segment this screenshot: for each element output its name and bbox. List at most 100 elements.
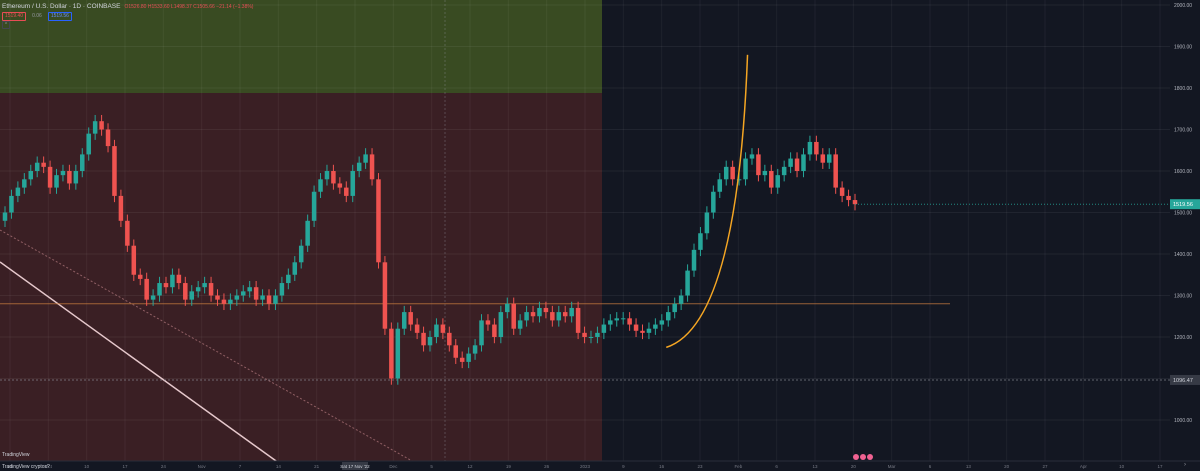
chevron-up-icon[interactable]: ^ bbox=[2, 21, 10, 29]
candle[interactable] bbox=[228, 299, 233, 304]
candle[interactable] bbox=[807, 141, 813, 155]
candle[interactable] bbox=[646, 328, 652, 333]
candle[interactable] bbox=[530, 312, 536, 317]
symbol-title[interactable]: Ethereum / U.S. Dollar · 1D · COINBASE bbox=[2, 3, 121, 10]
candle[interactable] bbox=[678, 295, 684, 304]
candle[interactable] bbox=[427, 337, 433, 346]
candle[interactable] bbox=[183, 283, 188, 300]
event-dot-icon[interactable] bbox=[867, 454, 873, 460]
candle[interactable] bbox=[266, 295, 272, 304]
candle[interactable] bbox=[279, 283, 285, 296]
candle[interactable] bbox=[814, 141, 819, 155]
candle[interactable] bbox=[723, 166, 729, 180]
candle[interactable] bbox=[537, 307, 542, 317]
candle[interactable] bbox=[769, 171, 774, 188]
candle[interactable] bbox=[569, 307, 574, 317]
candle[interactable] bbox=[666, 312, 671, 321]
candle[interactable] bbox=[369, 154, 375, 180]
trend-line[interactable] bbox=[0, 261, 291, 471]
candle[interactable] bbox=[189, 291, 194, 300]
candle[interactable] bbox=[202, 283, 207, 288]
candle[interactable] bbox=[414, 324, 420, 333]
sell-button[interactable]: 1519.40 bbox=[2, 12, 27, 21]
candle[interactable] bbox=[672, 303, 677, 313]
candle[interactable] bbox=[150, 295, 156, 300]
candle[interactable] bbox=[846, 195, 851, 201]
candle[interactable] bbox=[292, 262, 298, 275]
candle[interactable] bbox=[389, 328, 394, 379]
candle[interactable] bbox=[112, 146, 117, 196]
event-dot-icon[interactable] bbox=[860, 454, 866, 460]
candle[interactable] bbox=[99, 121, 104, 130]
candle[interactable] bbox=[73, 171, 79, 184]
candle[interactable] bbox=[9, 195, 14, 213]
candle[interactable] bbox=[453, 345, 459, 358]
candle[interactable] bbox=[170, 274, 175, 288]
candle[interactable] bbox=[614, 318, 619, 321]
candle[interactable] bbox=[756, 154, 761, 176]
candle[interactable] bbox=[60, 171, 66, 176]
candle[interactable] bbox=[479, 320, 484, 346]
candle[interactable] bbox=[273, 295, 278, 304]
candle[interactable] bbox=[195, 287, 201, 292]
candle[interactable] bbox=[15, 187, 21, 196]
candle[interactable] bbox=[524, 312, 529, 321]
candle[interactable] bbox=[653, 324, 658, 329]
tradingview-logo-text[interactable]: TradingView bbox=[2, 452, 30, 458]
candle[interactable] bbox=[852, 200, 858, 205]
candle[interactable] bbox=[324, 171, 330, 180]
candle[interactable] bbox=[221, 299, 227, 304]
candle[interactable] bbox=[86, 133, 91, 155]
candle[interactable] bbox=[376, 179, 381, 263]
candle[interactable] bbox=[459, 357, 465, 362]
candle[interactable] bbox=[633, 324, 639, 331]
candle[interactable] bbox=[350, 171, 355, 196]
candle[interactable] bbox=[717, 179, 723, 192]
candle[interactable] bbox=[286, 274, 291, 284]
candle[interactable] bbox=[234, 295, 240, 300]
candle[interactable] bbox=[363, 154, 368, 163]
candle[interactable] bbox=[311, 191, 317, 221]
candle[interactable] bbox=[176, 274, 182, 284]
candle[interactable] bbox=[562, 312, 568, 317]
candle[interactable] bbox=[447, 332, 452, 346]
candle[interactable] bbox=[826, 154, 832, 163]
candle[interactable] bbox=[498, 312, 504, 337]
parabolic-curve[interactable] bbox=[666, 54, 749, 349]
time-axis[interactable] bbox=[0, 461, 1200, 471]
candle[interactable] bbox=[215, 295, 220, 300]
candle[interactable] bbox=[833, 154, 838, 188]
candle[interactable] bbox=[801, 154, 806, 171]
candle[interactable] bbox=[550, 312, 555, 321]
candle[interactable] bbox=[492, 324, 497, 337]
candle[interactable] bbox=[41, 162, 46, 167]
candle[interactable] bbox=[698, 233, 703, 250]
candle[interactable] bbox=[472, 345, 478, 354]
candle[interactable] bbox=[640, 330, 645, 333]
candle[interactable] bbox=[253, 287, 259, 300]
candle[interactable] bbox=[588, 337, 594, 338]
candle[interactable] bbox=[434, 324, 439, 337]
candle[interactable] bbox=[47, 166, 53, 188]
candle[interactable] bbox=[22, 179, 27, 188]
candle[interactable] bbox=[775, 175, 780, 188]
candle[interactable] bbox=[736, 179, 742, 181]
buy-button[interactable]: 1519.56 bbox=[47, 12, 72, 21]
candle[interactable] bbox=[34, 162, 40, 171]
candle[interactable] bbox=[337, 183, 343, 188]
tradingview-logo-icon[interactable]: TradingView bbox=[2, 452, 30, 458]
candle[interactable] bbox=[401, 312, 407, 329]
candle[interactable] bbox=[595, 332, 600, 337]
candle[interactable] bbox=[247, 287, 252, 292]
candle[interactable] bbox=[298, 245, 304, 263]
event-dot-icon[interactable] bbox=[853, 454, 859, 460]
events-badges[interactable] bbox=[853, 454, 873, 460]
candle[interactable] bbox=[608, 320, 613, 325]
candle[interactable] bbox=[788, 158, 793, 167]
candle[interactable] bbox=[331, 171, 336, 184]
candle[interactable] bbox=[511, 303, 516, 329]
candle[interactable] bbox=[466, 353, 471, 362]
candle[interactable] bbox=[543, 307, 549, 313]
